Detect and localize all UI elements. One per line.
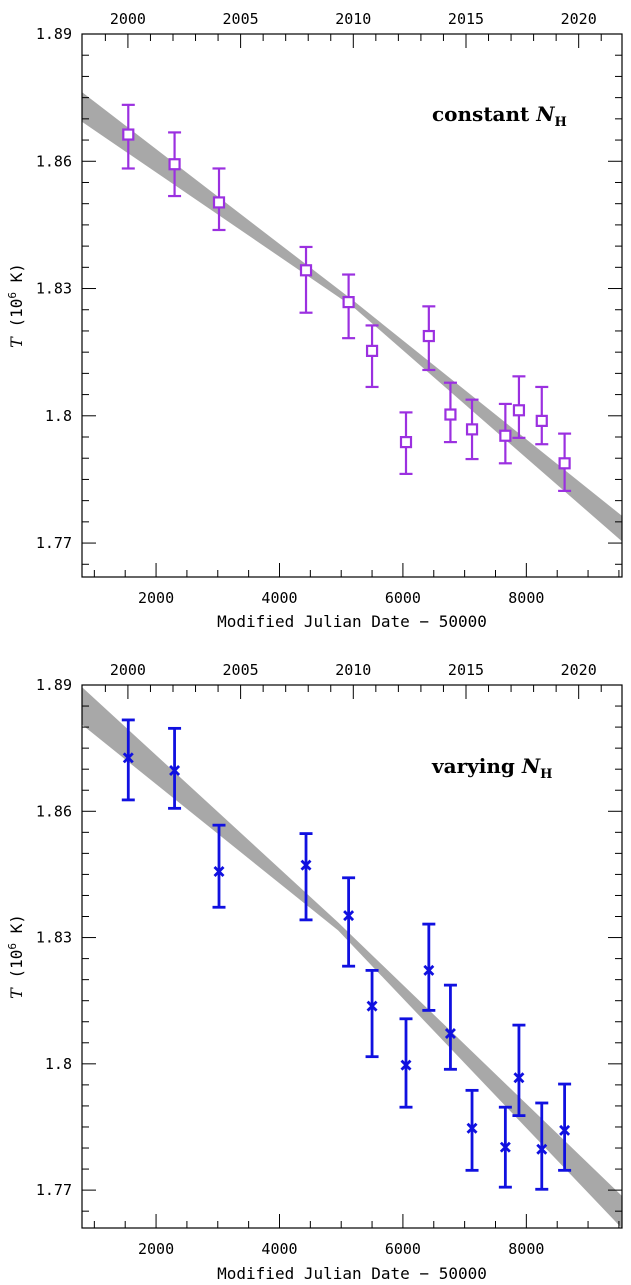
x-tick-label: 8000 [508,589,544,607]
y-tick-label: 1.77 [36,1181,72,1199]
data-point [443,983,457,1071]
top-tick-label: 2005 [223,661,259,679]
cross-marker [499,1141,511,1153]
plot-frame [81,684,623,1229]
data-point [121,103,135,170]
data-point [422,305,436,372]
chart-panel-1: 2000 4000 6000 8000 2000 2005 2010 2015 2020 1.77… [6,10,623,631]
square-marker [422,329,435,343]
data-point [498,1105,512,1189]
chart-panel-2: 2000 4000 6000 8000 2000 2005 2010 2015 2020 1.77… [6,661,623,1283]
x-tick-label: 2000 [138,1240,174,1258]
y-tick-label: 1.83 [36,280,72,298]
data-point [512,1023,526,1118]
x-tick-label: 6000 [385,589,421,607]
cross-marker [536,1143,548,1155]
fit-band [82,92,622,542]
y-tick-label: 1.89 [36,25,72,43]
data-point [558,432,572,492]
cross-marker [423,964,435,976]
x-axis-label: Modified Julian Date − 50000 [217,1264,487,1283]
y-tick-label: 1.86 [36,152,72,170]
cross-marker [513,1072,525,1084]
data-point [512,375,526,439]
plot-frame [81,33,623,578]
data-point [342,876,356,968]
data-point [399,1017,413,1109]
cross-marker [400,1059,412,1071]
cross-marker [559,1124,571,1136]
square-marker [535,414,548,427]
square-marker [168,158,181,171]
y-axis-label: T (106 K) [6,263,26,348]
panel-annotation: varying NH [431,754,552,782]
data-point [535,385,549,446]
data-point [558,1082,572,1172]
data-point [168,726,182,810]
cross-marker [366,1000,378,1012]
top-tick-label: 2010 [335,10,371,28]
data-point [299,245,313,314]
y-tick-label: 1.8 [45,407,72,425]
square-marker [499,429,512,442]
square-marker [399,435,413,449]
top-tick-label: 2015 [448,661,484,679]
square-marker [444,408,457,421]
x-tick-label: 4000 [261,589,297,607]
data-point [422,922,436,1012]
y-axis-label: T (106 K) [6,914,26,999]
cross-marker [343,910,355,922]
data-point [365,968,379,1059]
data-point [465,398,479,461]
fit-band [82,687,622,1228]
cross-marker [466,1122,478,1134]
top-tick-label: 2000 [110,661,146,679]
cross-marker [444,1028,456,1040]
top-tick-label: 2010 [335,661,371,679]
data-point [299,832,313,922]
cross-marker [169,764,181,776]
top-tick-label: 2020 [561,10,597,28]
y-tick-label: 1.86 [36,802,72,820]
data-point [212,167,226,232]
panel-annotation: constant NH [432,102,567,130]
square-marker [342,296,355,309]
x-axis-label: Modified Julian Date − 50000 [217,612,487,631]
top-tick-label: 2005 [223,10,259,28]
data-point [212,823,226,909]
cross-marker [300,859,312,871]
square-marker [465,423,479,436]
x-tick-label: 6000 [385,1240,421,1258]
data-point [168,131,182,198]
data-point [535,1101,549,1191]
data-point [465,1088,479,1172]
data-point [365,324,379,389]
data-point [399,411,413,476]
cross-marker [213,865,225,877]
x-tick-label: 2000 [138,589,174,607]
x-tick-label: 8000 [508,1240,544,1258]
top-tick-label: 2020 [561,661,597,679]
y-tick-label: 1.77 [36,534,72,552]
data-point [443,381,457,444]
x-tick-label: 4000 [261,1240,297,1258]
square-marker [299,264,313,277]
y-tick-label: 1.89 [36,676,72,694]
square-marker [122,128,135,141]
y-tick-label: 1.83 [36,929,72,947]
data-point [121,718,135,802]
square-marker [558,457,571,470]
y-tick-label: 1.8 [45,1055,72,1073]
square-marker [512,404,526,417]
square-marker [212,196,226,209]
data-point [498,402,512,465]
top-tick-label: 2015 [448,10,484,28]
square-marker [365,344,379,357]
cross-marker [122,752,134,764]
top-tick-label: 2000 [110,10,146,28]
data-point [342,273,356,340]
